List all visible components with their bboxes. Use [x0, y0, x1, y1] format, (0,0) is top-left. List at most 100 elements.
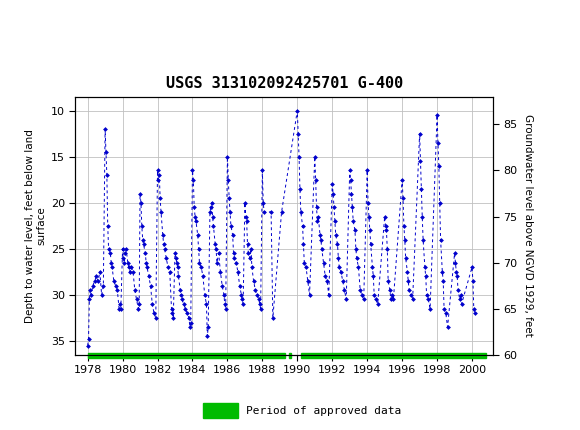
Point: [107, 259, 116, 266]
Point: [86, 292, 96, 298]
Point: [365, 227, 375, 234]
Point: [369, 273, 378, 280]
Point: [106, 250, 115, 257]
Point: [155, 172, 164, 178]
Y-axis label: Groundwater level above NGVD 1929, feet: Groundwater level above NGVD 1929, feet: [523, 114, 533, 337]
Point: [241, 213, 251, 220]
Point: [216, 268, 225, 275]
Point: [433, 112, 442, 119]
Point: [422, 292, 432, 298]
Point: [364, 213, 374, 220]
Point: [389, 296, 398, 303]
Point: [97, 292, 106, 298]
Point: [347, 204, 357, 211]
Point: [102, 149, 111, 156]
Point: [418, 213, 427, 220]
Point: [369, 292, 379, 298]
Point: [238, 296, 247, 303]
Point: [298, 222, 307, 229]
Point: [141, 250, 150, 257]
Point: [451, 259, 460, 266]
Point: [456, 292, 465, 298]
Text: USGS: USGS: [38, 12, 93, 29]
Point: [397, 176, 407, 183]
Point: [334, 255, 343, 261]
Point: [386, 296, 396, 303]
Point: [202, 301, 211, 307]
Point: [148, 301, 157, 307]
Point: [230, 255, 239, 261]
Point: [354, 264, 363, 270]
Point: [99, 282, 108, 289]
Point: [351, 246, 361, 252]
Point: [211, 241, 220, 248]
Point: [328, 190, 338, 197]
Point: [124, 264, 133, 270]
Point: [142, 259, 151, 266]
Point: [435, 199, 444, 206]
Point: [153, 167, 162, 174]
Point: [188, 176, 198, 183]
Point: [164, 264, 173, 270]
Point: [252, 292, 262, 298]
Point: [107, 264, 117, 270]
Point: [176, 287, 185, 294]
Point: [114, 305, 124, 312]
Point: [190, 213, 200, 220]
Point: [238, 301, 248, 307]
Point: [314, 213, 323, 220]
Point: [158, 231, 168, 238]
Point: [346, 176, 355, 183]
Point: [434, 163, 444, 169]
Point: [125, 268, 134, 275]
Point: [123, 259, 132, 266]
Point: [319, 259, 328, 266]
Point: [190, 204, 199, 211]
Point: [214, 250, 223, 257]
Point: [218, 282, 227, 289]
Point: [383, 278, 393, 285]
Point: [277, 209, 286, 215]
Point: [194, 246, 203, 252]
Bar: [301, 353, 486, 359]
Point: [424, 296, 433, 303]
Point: [208, 213, 217, 220]
Point: [254, 296, 263, 303]
Point: [450, 250, 459, 257]
Point: [436, 236, 445, 243]
Point: [313, 218, 322, 224]
Point: [160, 246, 169, 252]
Point: [226, 209, 235, 215]
Point: [249, 278, 258, 285]
Point: [86, 287, 95, 294]
Point: [133, 305, 143, 312]
Point: [316, 231, 325, 238]
Point: [357, 292, 367, 298]
Point: [209, 222, 218, 229]
Point: [468, 278, 477, 285]
Point: [206, 204, 215, 211]
Point: [299, 241, 308, 248]
Point: [415, 130, 424, 137]
Point: [371, 296, 380, 303]
Point: [228, 231, 237, 238]
Point: [195, 259, 204, 266]
Point: [470, 310, 479, 317]
Point: [233, 268, 242, 275]
Point: [173, 264, 182, 270]
Point: [452, 273, 462, 280]
Point: [312, 204, 321, 211]
Point: [200, 292, 209, 298]
Point: [115, 301, 125, 307]
Point: [242, 218, 251, 224]
Point: [174, 273, 183, 280]
Point: [224, 176, 233, 183]
Point: [159, 241, 168, 248]
Point: [256, 305, 265, 312]
Point: [452, 268, 461, 275]
Point: [135, 301, 144, 307]
Point: [185, 324, 194, 331]
Point: [455, 296, 465, 303]
Point: [204, 324, 213, 331]
Bar: [289, 353, 291, 359]
